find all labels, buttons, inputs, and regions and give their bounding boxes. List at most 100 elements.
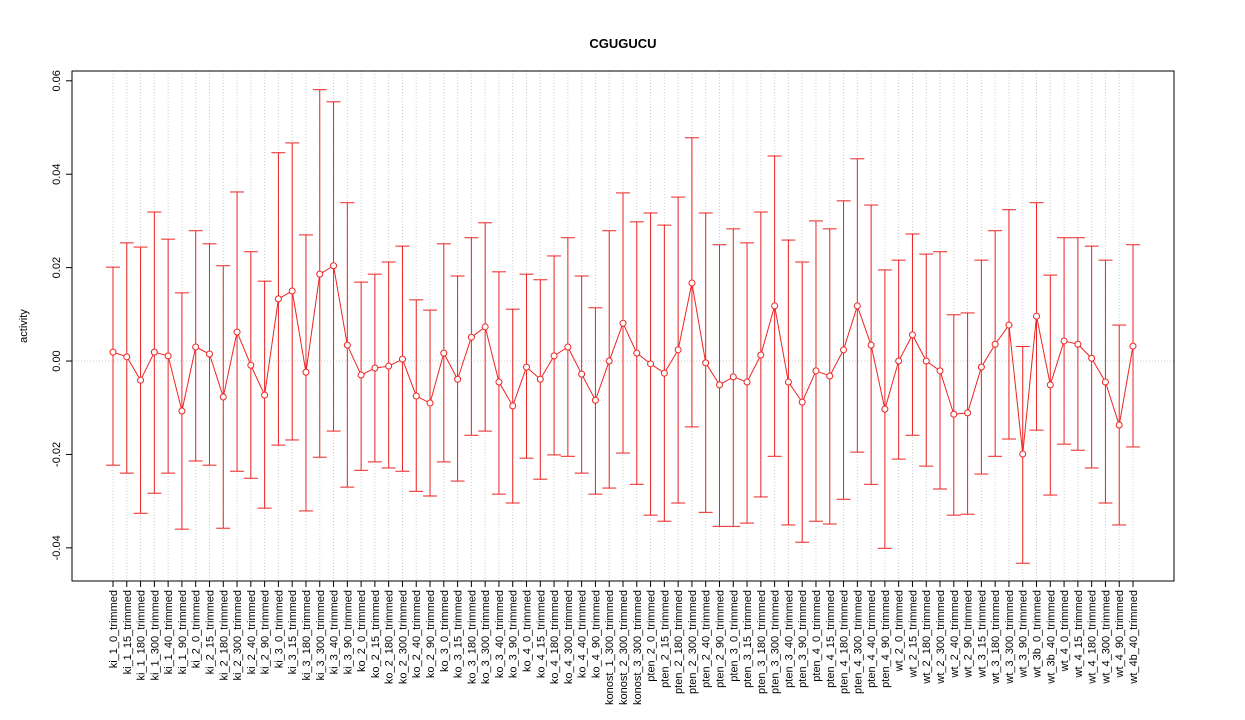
point (440, 349, 448, 357)
point (550, 352, 558, 360)
point (137, 376, 145, 384)
point (895, 357, 903, 365)
point (1115, 421, 1123, 429)
x-tick-label: ki_3_90_trimmed (342, 590, 354, 674)
x-tick-label: pten_2_180_trimmed (673, 590, 685, 694)
x-tick-label: pten_4_90_trimmed (880, 590, 892, 688)
x-tick-label: ko_4_15_trimmed (535, 590, 547, 678)
point (771, 302, 779, 310)
x-tick-label: konost_2_300_trimmed (618, 590, 630, 705)
point (881, 405, 889, 413)
x-tick-label: ko_2_300_trimmed (397, 590, 409, 684)
point (1129, 342, 1137, 350)
point (509, 402, 517, 410)
x-tick-label: pten_3_0_trimmed (728, 590, 740, 682)
point (784, 378, 792, 386)
x-tick-label: ko_4_40_trimmed (577, 590, 589, 678)
point (261, 391, 269, 399)
y-tick-label: -0.04 (51, 535, 63, 560)
point (729, 373, 737, 381)
x-tick-label: pten_2_40_trimmed (701, 590, 713, 688)
point (867, 341, 875, 349)
x-tick-label: wt_2_40_trimmed (949, 590, 961, 678)
point (481, 323, 489, 331)
point (274, 295, 282, 303)
x-tick-label: ko_2_0_trimmed (356, 590, 368, 672)
point (1074, 340, 1082, 348)
x-tick-label: wt_2_0_trimmed (894, 590, 906, 672)
point (1019, 450, 1027, 458)
x-tick-label: ki_1_180_trimmed (136, 590, 148, 681)
x-tick-label: pten_3_180_trimmed (756, 590, 768, 694)
point (316, 270, 324, 278)
point (991, 340, 999, 348)
point (426, 399, 434, 407)
point (840, 346, 848, 354)
x-tick-label: ki_1_90_trimmed (177, 590, 189, 674)
x-tick-label: wt_3_300_trimmed (1004, 590, 1016, 685)
x-tick-label: ki_3_15_trimmed (287, 590, 299, 674)
point (192, 343, 200, 351)
x-tick-label: ko_4_90_trimmed (590, 590, 602, 678)
point (343, 341, 351, 349)
x-tick-label: pten_2_0_trimmed (646, 590, 658, 682)
x-tick-label: ki_2_180_trimmed (218, 590, 230, 681)
point (702, 359, 710, 367)
point (164, 352, 172, 360)
point (757, 351, 765, 359)
x-tick-label: ki_2_15_trimmed (204, 590, 216, 674)
point (619, 319, 627, 327)
y-axis-label: activity (18, 309, 30, 343)
point (150, 348, 158, 356)
x-tick-label: ki_1_300_trimmed (149, 590, 161, 681)
x-tick-label: wt_2_180_trimmed (921, 590, 933, 685)
x-tick-label: ki_1_0_trimmed (108, 590, 120, 668)
x-tick-label: pten_2_15_trimmed (659, 590, 671, 688)
x-tick-label: ki_3_180_trimmed (301, 590, 313, 681)
x-tick-label: pten_4_15_trimmed (825, 590, 837, 688)
point (605, 357, 613, 365)
x-tick-label: ki_2_40_trimmed (246, 590, 258, 674)
x-tick-label: wt_3_15_trimmed (976, 590, 988, 678)
point (536, 375, 544, 383)
x-tick-label: ki_3_40_trimmed (329, 590, 341, 674)
y-tick-label: 0.06 (51, 70, 63, 91)
x-tick-label: ko_3_0_trimmed (439, 590, 451, 672)
point (647, 360, 655, 368)
point (812, 367, 820, 375)
plot-frame (71, 70, 1175, 582)
x-tick-label: pten_4_180_trimmed (839, 590, 851, 694)
point (247, 361, 255, 369)
x-tick-label: wt_2_90_trimmed (963, 590, 975, 678)
point (908, 331, 916, 339)
point (591, 396, 599, 404)
x-tick-label: pten_3_300_trimmed (770, 590, 782, 694)
x-tick-label: ko_2_15_trimmed (370, 590, 382, 678)
point (688, 279, 696, 287)
point (1088, 354, 1096, 362)
point (660, 369, 668, 377)
point (357, 371, 365, 379)
point (1060, 337, 1068, 345)
point (798, 398, 806, 406)
x-tick-label: wt_4_0_trimmed (1059, 590, 1071, 672)
x-tick-label: ki_3_0_trimmed (273, 590, 285, 668)
x-tick-label: pten_3_40_trimmed (783, 590, 795, 688)
x-tick-label: ko_4_180_trimmed (549, 590, 561, 684)
x-tick-label: ko_4_300_trimmed (563, 590, 575, 684)
point (674, 346, 682, 354)
x-tick-label: ko_4_0_trimmed (522, 590, 534, 672)
y-tick-label: -0.02 (51, 442, 63, 467)
x-tick-label: pten_4_300_trimmed (852, 590, 864, 694)
x-tick-label: wt_2_15_trimmed (907, 590, 919, 678)
point (1101, 378, 1109, 386)
point (523, 363, 531, 371)
point (853, 302, 861, 310)
x-tick-label: wt_3b_0_trimmed (1032, 590, 1044, 678)
point (454, 375, 462, 383)
x-tick-label: wt_3b_40_trimmed (1045, 590, 1057, 685)
x-tick-label: konost_3_300_trimmed (632, 590, 644, 705)
point (330, 262, 338, 270)
x-tick-label: ko_3_40_trimmed (494, 590, 506, 678)
chart-title: CGUGUCU (589, 36, 656, 51)
